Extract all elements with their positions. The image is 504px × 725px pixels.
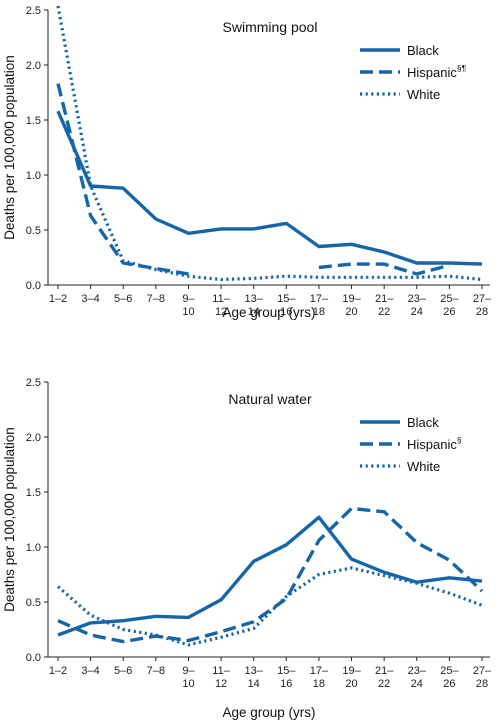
x-tick-label: 3–4 [81,293,99,305]
x-tick-label: 23– 24 [408,293,427,318]
x-tick-label: 11– 12 [212,293,230,318]
x-tick-label: 5–6 [114,293,132,305]
x-tick-label: 1–2 [49,293,67,305]
x-tick-label: 17– 18 [310,665,329,690]
chart-title: Natural water [228,391,312,407]
x-tick-label: 1–2 [49,665,67,677]
series-line-hispanic [318,262,450,276]
x-axis-title: Age group (yrs) [222,705,315,720]
x-tick-label: 15– 16 [277,665,296,690]
series-line-black [56,110,483,266]
y-tick-label: 1.0 [26,542,41,554]
y-tick-label: 1.5 [26,115,41,127]
legend-label-black: Black [407,415,439,430]
y-tick-label: 2.0 [26,60,41,72]
x-tick-label: 19– 20 [342,665,361,690]
x-tick-label: 3–4 [81,665,99,677]
legend-label-hispanic: Hispanic§ [407,435,462,452]
series-line-hispanic [57,506,484,644]
x-tick-label: 15– 16 [277,293,296,318]
x-tick-label: 5–6 [114,665,132,677]
x-tick-label: 25– 26 [440,665,459,690]
y-tick-label: 1.0 [26,170,41,182]
series-line-white [56,566,483,647]
x-tick-label: 9– 10 [182,293,195,318]
y-tick-label: 2.5 [26,5,41,17]
series-line-white [56,5,483,282]
legend: Black Hispanic§¶ White [360,43,467,102]
x-tick-label: 21– 22 [375,665,394,690]
chart-panel-1: 0.0 0.5 1.0 1.5 2.0 2.5 1–2 3–4 5–6 7–8 9– 10 11– 12 1… [2,5,492,320]
y-tick-label: 2.5 [26,377,41,389]
x-tick-label: 27– 28 [473,293,492,318]
x-tick-label: 21– 22 [375,293,394,318]
x-tick-label: 19– 20 [342,293,361,318]
x-tick-label: 9– 10 [182,665,195,690]
x-tick-label: 7–8 [147,665,165,677]
x-tick-label: 23– 24 [408,665,427,690]
y-tick-label: 0.5 [26,225,41,237]
legend-label-white: White [407,87,440,102]
x-tick-label: 27– 28 [473,665,492,690]
chart-panel-2: 0.0 0.5 1.0 1.5 2.0 2.5 1–2 3–4 5–6 7–8 9– 10 11– 12 1… [2,377,492,720]
x-tick-label: 17– 18 [310,293,329,318]
legend: Black Hispanic§ White [360,415,462,474]
y-tick-label: 0.0 [26,652,41,664]
legend-label-black: Black [407,43,439,58]
x-tick-label: 13– 14 [245,665,264,690]
chart-title: Swimming pool [223,19,318,35]
x-axis-title: Age group (yrs) [222,305,315,320]
legend-label-white: White [407,459,440,474]
y-tick-label: 2.0 [26,432,41,444]
x-tick-label: 25– 26 [440,293,459,318]
y-axis-title: Deaths per 100,000 population [2,55,17,240]
y-axis-title: Deaths per 100,000 population [2,427,17,612]
series-line-black [57,515,483,637]
legend-label-hispanic: Hispanic§¶ [407,63,467,80]
x-tick-label: 7–8 [147,293,165,305]
y-tick-label: 0.5 [26,597,41,609]
x-tick-label: 11– 12 [212,665,230,690]
y-tick-label: 1.5 [26,487,41,499]
y-tick-label: 0.0 [26,280,41,292]
x-tick-label: 13– 14 [245,293,264,318]
